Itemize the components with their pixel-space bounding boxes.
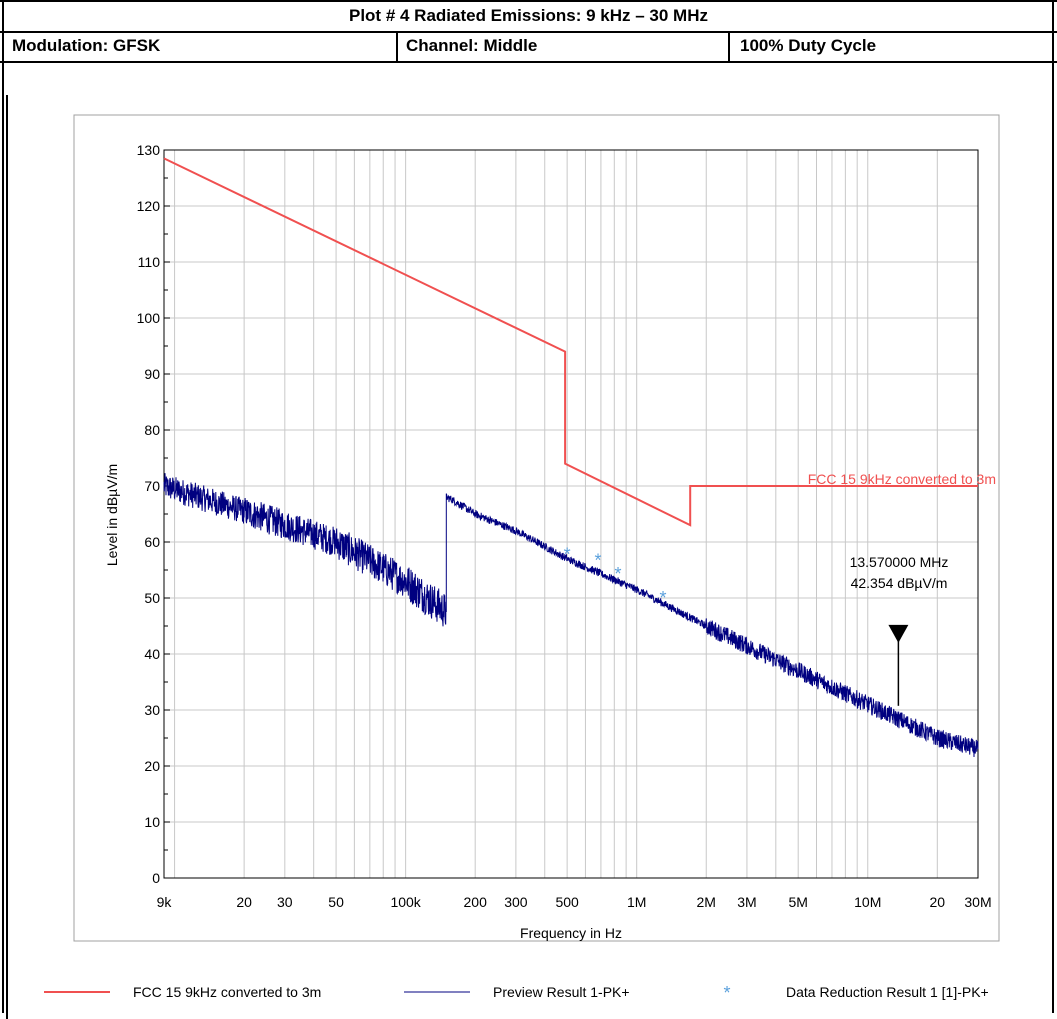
y-tick-label: 70 [144, 478, 160, 494]
cell-divider-2 [728, 31, 730, 62]
y-tick-label: 10 [144, 814, 160, 830]
legend-label: FCC 15 9kHz converted to 3m [133, 984, 321, 1000]
data-reduction-point: * [594, 551, 601, 571]
legend-label: Preview Result 1-PK+ [493, 984, 630, 1000]
table-row-divider [0, 61, 1057, 63]
data-reduction-point: * [564, 545, 571, 565]
chart-series: * * * * [163, 157, 979, 758]
x-tick-label: 2M [697, 894, 716, 910]
y-tick-label: 130 [137, 142, 161, 158]
y-tick-labels: 0 10 20 30 40 50 60 70 80 90 100 110 120 130 [137, 142, 161, 886]
y-tick-label: 60 [144, 534, 160, 550]
x-tick-label: 10M [854, 894, 881, 910]
fcc-limit-line [163, 157, 978, 527]
x-tick-label: 500 [555, 894, 579, 910]
marker-frequency-label: 13.570000 MHz [850, 554, 949, 570]
x-tick-label: 200 [464, 894, 488, 910]
marker-group: 13.570000 MHz 42.354 dBµV/m [850, 554, 949, 706]
table-right-border [1052, 0, 1054, 1013]
chart-legend: FCC 15 9kHz converted to 3m Preview Resul… [44, 983, 989, 1003]
x-tick-label: 3M [737, 894, 756, 910]
y-tick-label: 100 [137, 310, 161, 326]
channel-label: Channel: Middle [406, 36, 538, 55]
plot-area-frame [163, 149, 979, 879]
x-tick-label: 9k [157, 894, 173, 910]
table-top-border [0, 0, 1057, 2]
x-tick-label: 1M [627, 894, 646, 910]
chart-outer-frame [73, 114, 1000, 942]
x-tick-label: 30M [964, 894, 991, 910]
limit-line-annotation: FCC 15 9kHz converted to 3m [808, 471, 996, 487]
y-tick-label: 40 [144, 646, 160, 662]
marker-level-label: 42.354 dBµV/m [851, 575, 948, 591]
preview-result-trace [163, 473, 979, 758]
y-tick-label: 20 [144, 758, 160, 774]
data-reduction-point: * [614, 564, 621, 584]
duty-cycle-label: 100% Duty Cycle [740, 36, 877, 55]
x-tick-label: 5M [788, 894, 807, 910]
legend-star-icon: * [723, 983, 730, 1003]
y-tick-label: 90 [144, 366, 160, 382]
x-tick-label: 20 [236, 894, 252, 910]
y-tick-label: 120 [137, 198, 161, 214]
y-minor-ticks [164, 149, 170, 879]
y-tick-label: 110 [138, 254, 161, 270]
legend-label: Data Reduction Result 1 [1]-PK+ [786, 984, 989, 1000]
x-tick-label: 30 [277, 894, 293, 910]
x-tick-label: 300 [504, 894, 528, 910]
chart-grid [163, 149, 979, 879]
y-tick-label: 50 [144, 590, 160, 606]
x-tick-label: 50 [328, 894, 344, 910]
plot-title: Plot # 4 Radiated Emissions: 9 kHz – 30 … [348, 6, 708, 25]
marker-triangle-icon [888, 624, 909, 643]
y-tick-label: 0 [152, 870, 160, 886]
x-tick-labels: 9k 20 30 50 100k 200 300 500 1M 2M 3M 5M 10M 20 30M [157, 894, 992, 910]
table-left-border [2, 0, 4, 1013]
x-tick-label: 100k [390, 894, 421, 910]
x-axis-label: Frequency in Hz [520, 925, 622, 941]
table-title-divider [0, 31, 1057, 33]
x-tick-label: 20 [930, 894, 946, 910]
cell-divider-1 [396, 31, 398, 62]
y-tick-label: 30 [144, 702, 160, 718]
data-reduction-point: * [660, 588, 667, 608]
table-left-inner-border [6, 95, 8, 1019]
y-tick-label: 80 [144, 422, 160, 438]
y-axis-label: Level in dBµV/m [104, 464, 120, 566]
modulation-label: Modulation: GFSK [12, 36, 161, 55]
